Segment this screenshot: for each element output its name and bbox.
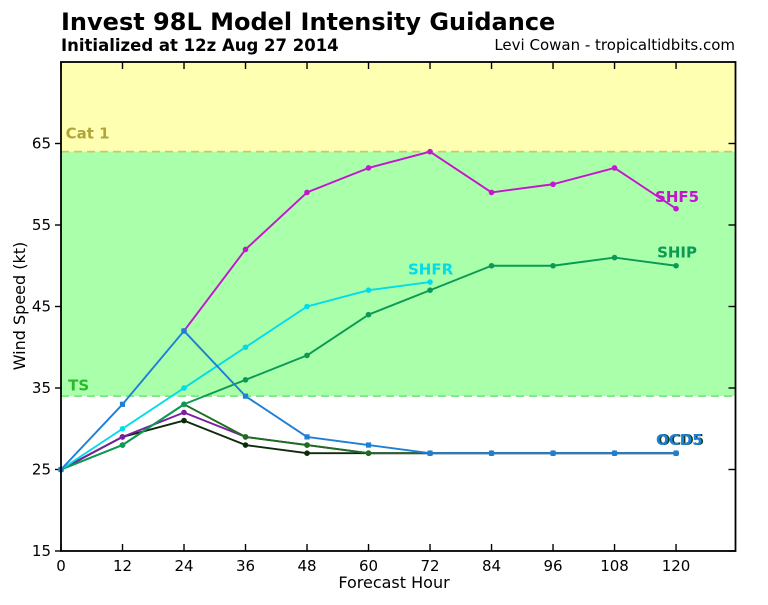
y-tick-label: 45 bbox=[32, 298, 51, 316]
annotation-SHIP: SHIP bbox=[657, 244, 697, 262]
plot-area: 0 12 24 36 48 60 72 84 96 108 120 15 25 35 45 55 65 Cat 1… bbox=[32, 61, 737, 575]
x-tick-label: 72 bbox=[420, 557, 439, 575]
marker-SHF5 bbox=[673, 205, 679, 212]
x-tick-label: 120 bbox=[662, 557, 691, 575]
marker-SHFR bbox=[365, 287, 372, 294]
y-tick-label: 65 bbox=[32, 135, 51, 153]
intensity-zones bbox=[61, 62, 736, 398]
marker-SHF5 bbox=[242, 246, 249, 253]
marker-SHIP bbox=[550, 262, 556, 269]
marker-unlabeled-purple bbox=[181, 409, 187, 416]
marker-unlabeled-darkest-green bbox=[181, 417, 187, 424]
marker-SHFR bbox=[119, 425, 126, 432]
series-SHIP bbox=[58, 254, 679, 473]
marker-SHF5 bbox=[611, 165, 618, 171]
x-tick-label: 48 bbox=[297, 557, 316, 575]
marker-OCD5 bbox=[611, 450, 618, 456]
x-tick-label: 84 bbox=[482, 557, 501, 575]
marker-SHIP bbox=[242, 377, 249, 383]
x-tick-label: 12 bbox=[113, 557, 132, 575]
marker-OCD5 bbox=[427, 450, 433, 456]
marker-OCD5 bbox=[181, 328, 187, 334]
tropical-storm-zone bbox=[61, 151, 736, 397]
marker-SHF5 bbox=[365, 165, 372, 171]
annotation-SHFR: SHFR bbox=[408, 261, 454, 279]
marker-SHIP bbox=[427, 287, 433, 294]
marker-OCD5 bbox=[488, 450, 495, 456]
marker-OCD5 bbox=[365, 442, 372, 448]
marker-SHFR bbox=[427, 279, 433, 285]
marker-SHFR bbox=[242, 344, 249, 351]
marker-OCD5 bbox=[304, 434, 310, 440]
annotation-TS: TS bbox=[68, 376, 89, 394]
marker-SHF5 bbox=[488, 189, 495, 196]
marker-SHF5 bbox=[550, 181, 556, 188]
y-tick-label: 25 bbox=[32, 461, 51, 479]
marker-unlabeled-darkest-green bbox=[304, 450, 310, 457]
marker-unlabeled-dark-green-decay bbox=[365, 450, 372, 457]
marker-unlabeled-purple bbox=[119, 434, 126, 440]
x-tick-label: 24 bbox=[174, 557, 193, 575]
series-OCD5 bbox=[58, 328, 679, 473]
axis-ticks: 0 12 24 36 48 60 72 84 96 108 120 15 25 35 45 55 65 bbox=[32, 62, 736, 575]
marker-OCD5 bbox=[242, 393, 249, 399]
chart-title: Invest 98L Model Intensity Guidance bbox=[61, 8, 555, 36]
marker-unlabeled-dark-green-decay bbox=[304, 442, 310, 448]
marker-SHIP bbox=[119, 442, 126, 448]
annotation-shadow-OCD5: OCD5 bbox=[658, 431, 705, 449]
x-tick-label: 108 bbox=[600, 557, 629, 575]
y-tick-label: 55 bbox=[32, 216, 51, 234]
credit-text: Levi Cowan - tropicaltidbits.com bbox=[494, 36, 735, 54]
marker-OCD5 bbox=[550, 450, 556, 456]
marker-SHIP bbox=[488, 262, 495, 269]
series-SHF5 bbox=[181, 148, 679, 334]
chart-subtitle: Initialized at 12z Aug 27 2014 bbox=[61, 36, 339, 55]
marker-SHFR bbox=[181, 385, 187, 391]
marker-OCD5 bbox=[673, 450, 679, 456]
marker-SHIP bbox=[673, 262, 679, 269]
marker-unlabeled-dark-green-decay bbox=[242, 434, 249, 440]
x-tick-label: 0 bbox=[56, 557, 66, 575]
y-tick-label: 35 bbox=[32, 379, 51, 397]
marker-SHIP bbox=[365, 311, 372, 318]
x-tick-label: 60 bbox=[359, 557, 378, 575]
x-axis-label: Forecast Hour bbox=[338, 573, 450, 592]
x-tick-label: 96 bbox=[543, 557, 562, 575]
marker-OCD5 bbox=[119, 401, 126, 407]
x-tick-label: 36 bbox=[236, 557, 255, 575]
annotation-SHF5: SHF5 bbox=[655, 188, 699, 206]
annotation-OCD5: OCD5 bbox=[656, 431, 703, 449]
marker-SHFR bbox=[304, 303, 310, 310]
hurricane-cat1-zone bbox=[61, 62, 736, 152]
marker-SHF5 bbox=[304, 189, 310, 196]
plot-border bbox=[60, 61, 737, 552]
marker-SHIP bbox=[181, 401, 187, 408]
y-tick-label: 15 bbox=[32, 542, 51, 560]
marker-SHIP bbox=[304, 352, 310, 359]
y-axis-label: Wind Speed (kt) bbox=[10, 242, 29, 371]
marker-SHF5 bbox=[427, 148, 433, 155]
annotation-Cat 1: Cat 1 bbox=[66, 125, 110, 143]
marker-unlabeled-darkest-green bbox=[242, 442, 249, 448]
marker-SHIP bbox=[611, 254, 618, 261]
